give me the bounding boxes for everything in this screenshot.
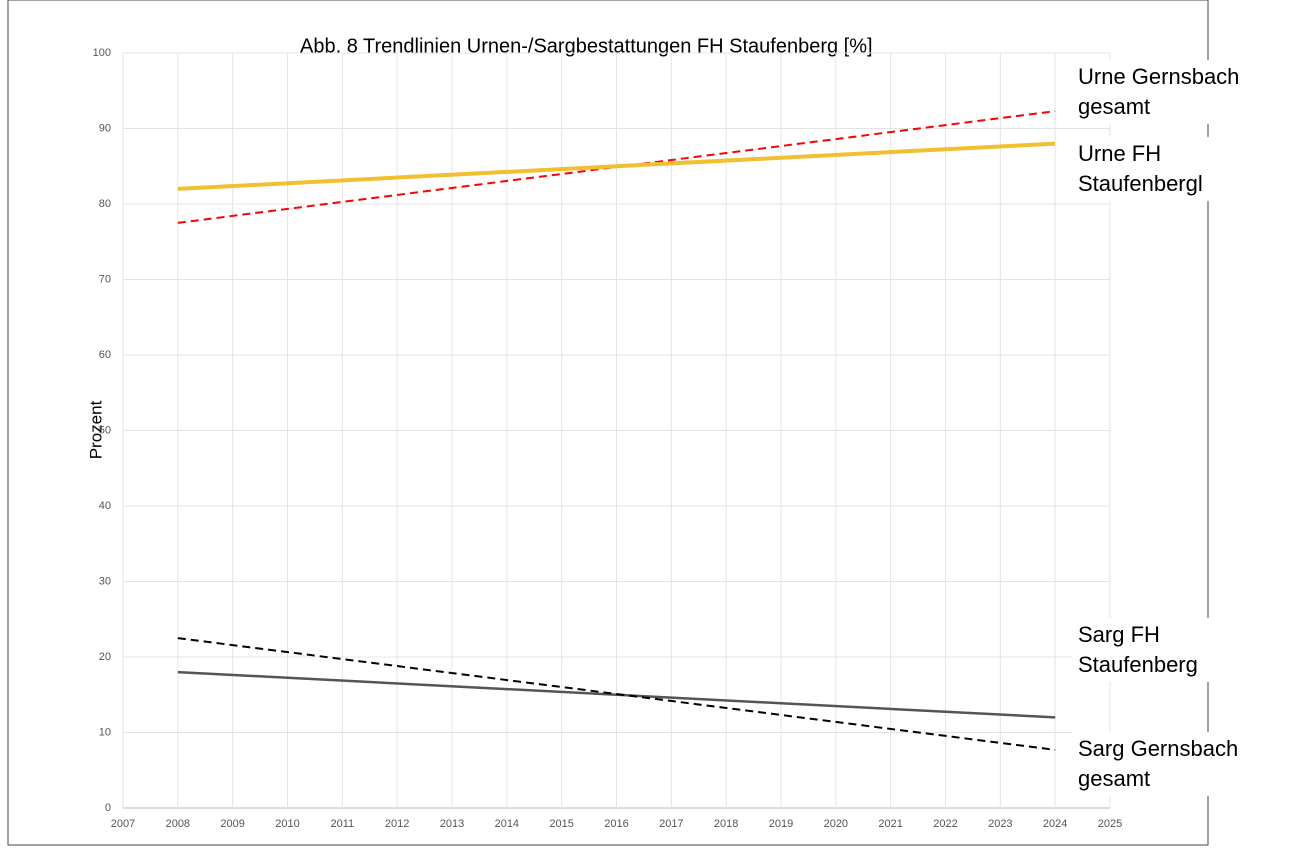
x-tick-label: 2020: [824, 818, 848, 830]
series-label: Sarg Gernsbach gesamt: [1072, 732, 1262, 796]
y-axis-label: Prozent: [86, 400, 105, 459]
trend-line: [177, 141, 1056, 191]
x-tick-label: 2023: [988, 818, 1012, 830]
x-tick-label: 2024: [1043, 818, 1067, 830]
x-tick-label: 2021: [878, 818, 902, 830]
x-tick-label: 2017: [659, 818, 683, 830]
x-tick-label: 2009: [220, 818, 244, 830]
chart-frame: [7, 0, 1209, 846]
y-tick-label: 70: [99, 273, 111, 285]
y-tick-label: 90: [99, 122, 111, 134]
y-tick-label: 50: [99, 424, 111, 436]
x-tick-label: 2011: [331, 818, 355, 830]
x-tick-label: 2007: [111, 818, 135, 830]
x-tick-label: 2018: [714, 818, 738, 830]
y-tick-label: 0: [105, 802, 111, 814]
x-tick-label: 2008: [166, 818, 190, 830]
x-tick-label: 2012: [385, 818, 409, 830]
x-tick-label: 2015: [549, 818, 573, 830]
y-tick-label: 40: [99, 500, 111, 512]
x-tick-label: 2022: [933, 818, 957, 830]
x-tick-label: 2025: [1098, 818, 1122, 830]
trend-line: [177, 637, 1056, 751]
y-tick-label: 60: [99, 349, 111, 361]
series-label: Sarg FH Staufenberg: [1072, 618, 1262, 682]
x-tick-label: 2019: [769, 818, 793, 830]
x-tick-label: 2013: [440, 818, 464, 830]
series-label: Urne FH Staufenbergl: [1072, 137, 1262, 201]
y-tick-label: 100: [93, 47, 111, 59]
y-tick-label: 20: [99, 651, 111, 663]
y-tick-label: 80: [99, 198, 111, 210]
chart-title: Abb. 8 Trendlinien Urnen-/Sargbestattung…: [300, 35, 873, 57]
x-tick-label: 2010: [275, 818, 299, 830]
series-label: Urne Gernsbach gesamt: [1072, 60, 1262, 124]
y-tick-label: 10: [99, 726, 111, 738]
x-tick-label: 2014: [495, 818, 519, 830]
x-tick-label: 2016: [604, 818, 628, 830]
y-tick-label: 30: [99, 575, 111, 587]
